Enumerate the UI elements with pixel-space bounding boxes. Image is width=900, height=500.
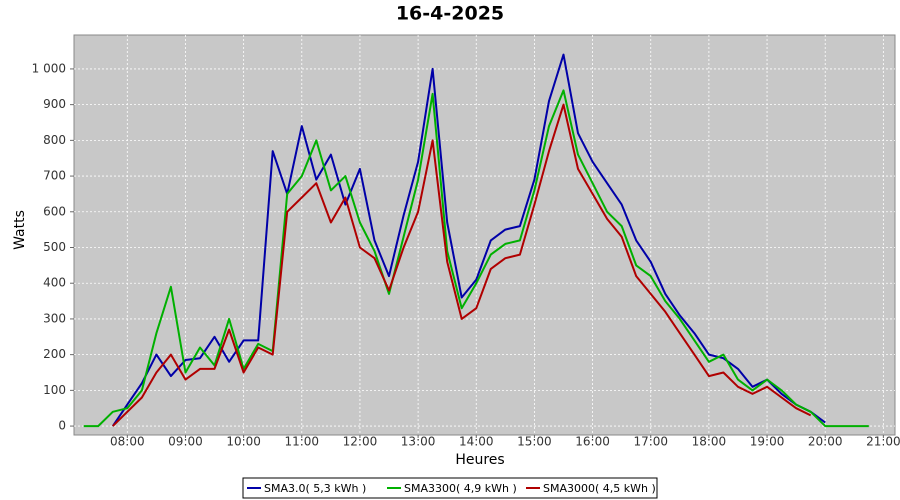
x-tick-label: 16:00 (575, 435, 610, 449)
legend-label: SMA3000( 4,5 kWh ) (543, 482, 656, 495)
y-tick-label: 200 (43, 347, 66, 361)
x-tick-label: 19:00 (750, 435, 785, 449)
x-tick-label: 21:00 (866, 435, 900, 449)
series-line (112, 103, 812, 427)
y-axis-label: Watts (12, 210, 28, 250)
y-tick-label: 400 (43, 276, 66, 290)
x-tick-label: 20:00 (808, 435, 843, 449)
legend (242, 477, 658, 499)
x-tick-label: 08:00 (110, 435, 145, 449)
y-tick-label: 300 (43, 311, 66, 325)
y-tick-label: 800 (43, 133, 66, 147)
x-tick-label: 09:00 (168, 435, 203, 449)
plot-area (73, 34, 896, 436)
legend-label: SMA3300( 4,9 kWh ) (404, 482, 517, 495)
legend-label: SMA3.0( 5,3 kWh ) (264, 482, 366, 495)
x-tick-label: 11:00 (284, 435, 319, 449)
x-tick-label: 10:00 (226, 435, 261, 449)
y-tick-label: 0 (58, 419, 66, 433)
x-tick-label: 15:00 (517, 435, 552, 449)
x-tick-label: 18:00 (692, 435, 727, 449)
x-tick-label: 17:00 (633, 435, 668, 449)
x-tick-label: 12:00 (343, 435, 378, 449)
y-tick-label: 900 (43, 97, 66, 111)
series-line (111, 53, 826, 427)
x-axis-label: Heures (455, 452, 504, 468)
chart-title: 16-4-2025 (396, 3, 504, 25)
y-tick-label: 100 (43, 383, 66, 397)
y-tick-label: 1 000 (32, 61, 66, 75)
y-tick-label: 500 (43, 240, 66, 254)
y-tick-label: 600 (43, 204, 66, 218)
series-line (83, 89, 869, 428)
y-tick-label: 700 (43, 169, 66, 183)
x-tick-label: 14:00 (459, 435, 494, 449)
x-tick-label: 13:00 (401, 435, 436, 449)
